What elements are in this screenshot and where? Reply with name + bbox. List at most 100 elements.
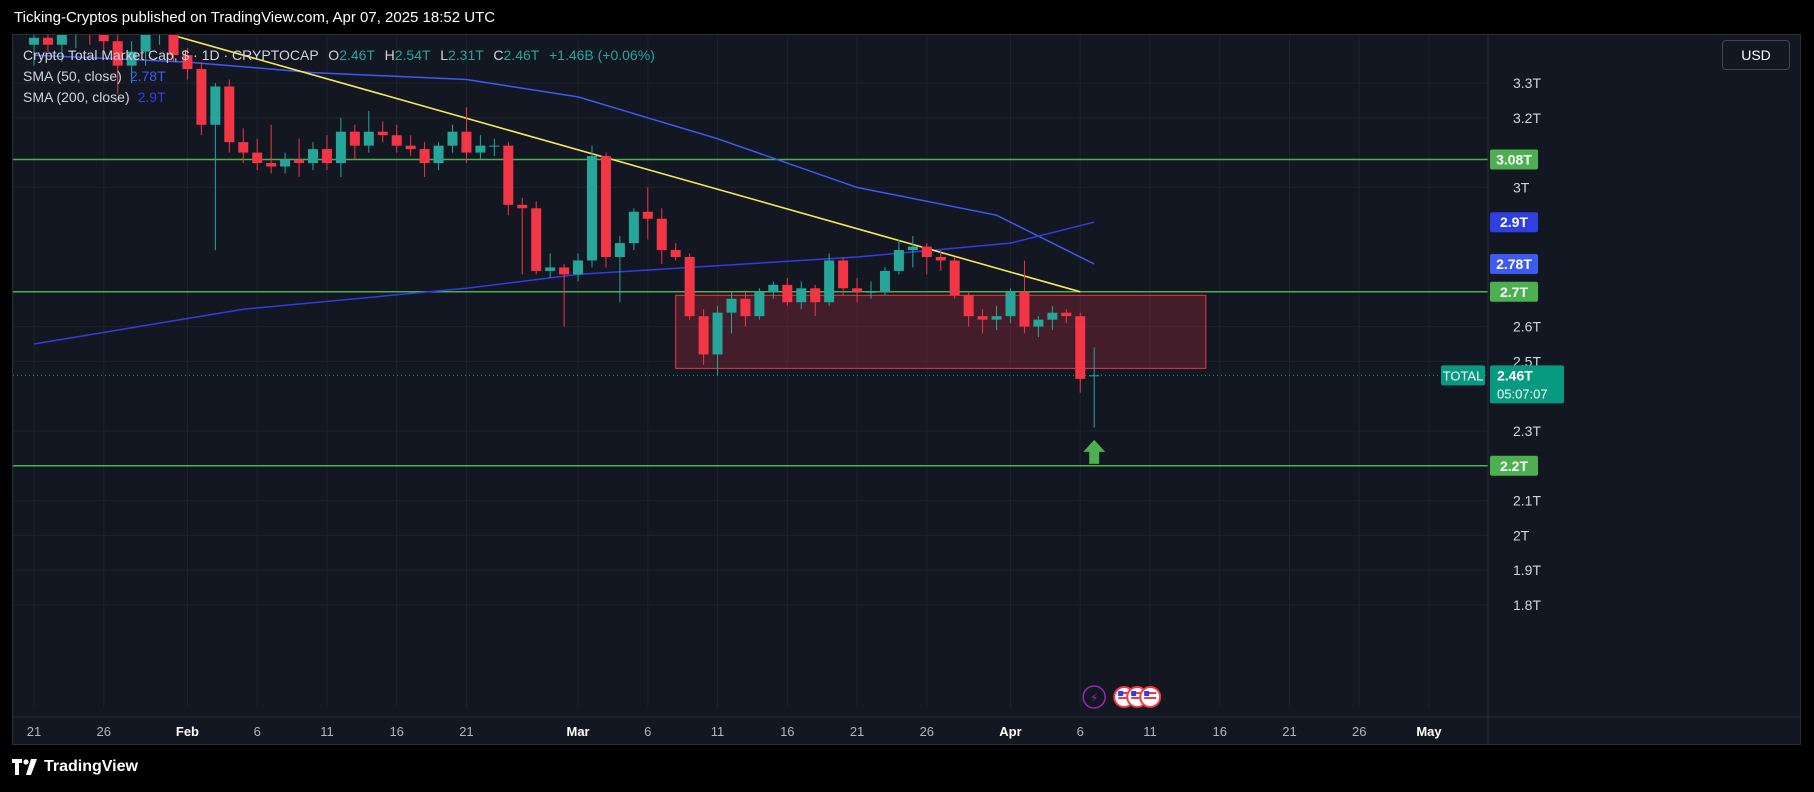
candlestick-chart[interactable]: ⚡ 21 26 Feb 6 11 16 21 Mar 6 11 16 21 26 Apr 6 11 16 21 26 M… [13,35,1800,744]
candle-body[interactable] [587,156,597,261]
candle-body[interactable] [475,145,486,153]
candle-body[interactable] [1075,316,1086,379]
candle-body[interactable] [740,298,751,317]
sma50-row[interactable]: SMA (50, close) 2.78T [23,66,655,87]
candle-body[interactable] [196,69,207,125]
candle-body[interactable] [810,288,821,303]
tradingview-footer[interactable]: TradingView [12,758,138,776]
candle-body[interactable] [56,35,67,45]
candle-body[interactable] [405,145,416,150]
symbol-row[interactable]: Crypto Total Market Cap, $ · 1D · CRYPTO… [23,45,655,66]
candle-body[interactable] [349,131,360,146]
last-price-tag[interactable] [1490,365,1564,404]
x-tick-label: 6 [644,724,651,739]
candle-body[interactable] [852,288,863,292]
candle-body[interactable] [224,86,235,143]
price-tag[interactable] [1490,455,1538,476]
candle-body[interactable] [768,284,779,292]
candle-body[interactable] [1005,291,1016,317]
candle-body[interactable] [363,131,374,146]
candle-body[interactable] [29,37,39,45]
candle-body[interactable] [182,55,193,70]
candle-body[interactable] [991,316,1002,320]
candle-body[interactable] [796,288,807,303]
candle-body[interactable] [503,145,514,205]
candle-body[interactable] [1089,375,1100,377]
candle-body[interactable] [308,149,318,164]
candle-body[interactable] [489,145,500,147]
candle-body[interactable] [321,149,332,164]
candle-body[interactable] [419,149,430,164]
candle-body[interactable] [447,131,458,146]
candle-body[interactable] [545,267,556,271]
candle-body[interactable] [1019,291,1030,327]
candle-body[interactable] [935,257,946,261]
candle-body[interactable] [921,246,932,257]
price-tag[interactable] [1490,149,1538,170]
candle-body[interactable] [140,35,151,52]
candle-body[interactable] [294,159,305,164]
candle-body[interactable] [1033,319,1044,327]
chart-frame[interactable]: ⚡ 21 26 Feb 6 11 16 21 Mar 6 11 16 21 26 Apr 6 11 16 21 26 M… [12,34,1801,745]
candle-body[interactable] [879,270,890,292]
candle-body[interactable] [433,145,444,164]
lightning-event-icon[interactable] [1082,685,1106,709]
candle-body[interactable] [517,204,528,209]
candle-body[interactable] [559,267,570,275]
candle-body[interactable] [614,243,625,257]
symbol-name[interactable]: Crypto Total Market Cap, $ · 1D · CRYPTO… [23,47,319,63]
up-arrow-icon[interactable] [1083,439,1106,464]
candle-body[interactable] [210,86,221,125]
price-tag[interactable] [1490,281,1538,302]
currency-button[interactable]: USD [1722,40,1790,70]
sma50-label[interactable]: SMA (50, close) [23,68,122,84]
candle-body[interactable] [726,298,737,313]
candle-body[interactable] [866,291,876,293]
candle-body[interactable] [907,246,918,251]
candle-body[interactable] [1061,312,1072,317]
candle-body[interactable] [642,211,653,219]
low-value: 2.31T [447,47,484,63]
candle-body[interactable] [782,284,793,303]
candle-body[interactable] [600,156,611,257]
price-tag[interactable] [1490,253,1538,274]
candle-body[interactable] [391,135,402,146]
candle-body[interactable] [684,257,695,317]
candle-body[interactable] [698,316,709,355]
candle-body[interactable] [963,295,974,317]
candle-body[interactable] [238,142,249,153]
candle-body[interactable] [754,291,765,317]
sma200-row[interactable]: SMA (200, close) 2.9T [23,87,655,108]
price-tag[interactable] [1490,212,1538,233]
close-value: 2.46T [503,47,540,63]
trendline[interactable] [34,35,1081,293]
candle-body[interactable] [531,208,542,271]
candle-body[interactable] [824,260,835,303]
candle-body[interactable] [252,152,263,164]
candle-body[interactable] [126,51,137,66]
candle-body[interactable] [280,159,291,167]
sma200-label[interactable]: SMA (200, close) [23,89,130,105]
candle-body[interactable] [949,260,960,296]
candle-body[interactable] [712,312,723,355]
candle-body[interactable] [1047,312,1058,320]
symbol-tag[interactable] [1441,365,1485,386]
candle-body[interactable] [98,35,109,42]
candle-body[interactable] [977,316,988,320]
candle-body[interactable] [893,250,904,271]
x-tick-label: May [1416,724,1442,739]
candle-body[interactable] [670,250,681,257]
candle-body[interactable] [838,260,849,289]
candle-body[interactable] [656,218,667,251]
candle-body[interactable] [112,41,123,66]
candle-body[interactable] [335,131,346,164]
candle-body[interactable] [628,211,639,244]
sma50-line[interactable] [33,54,1095,265]
candle-body[interactable] [461,131,472,153]
candle-body[interactable] [42,37,53,45]
candle-body[interactable] [168,35,179,56]
candle-body[interactable] [573,260,584,275]
candle-body[interactable] [377,131,388,136]
price-tag-label: 3.08T [1496,152,1532,168]
candle-body[interactable] [266,163,277,167]
